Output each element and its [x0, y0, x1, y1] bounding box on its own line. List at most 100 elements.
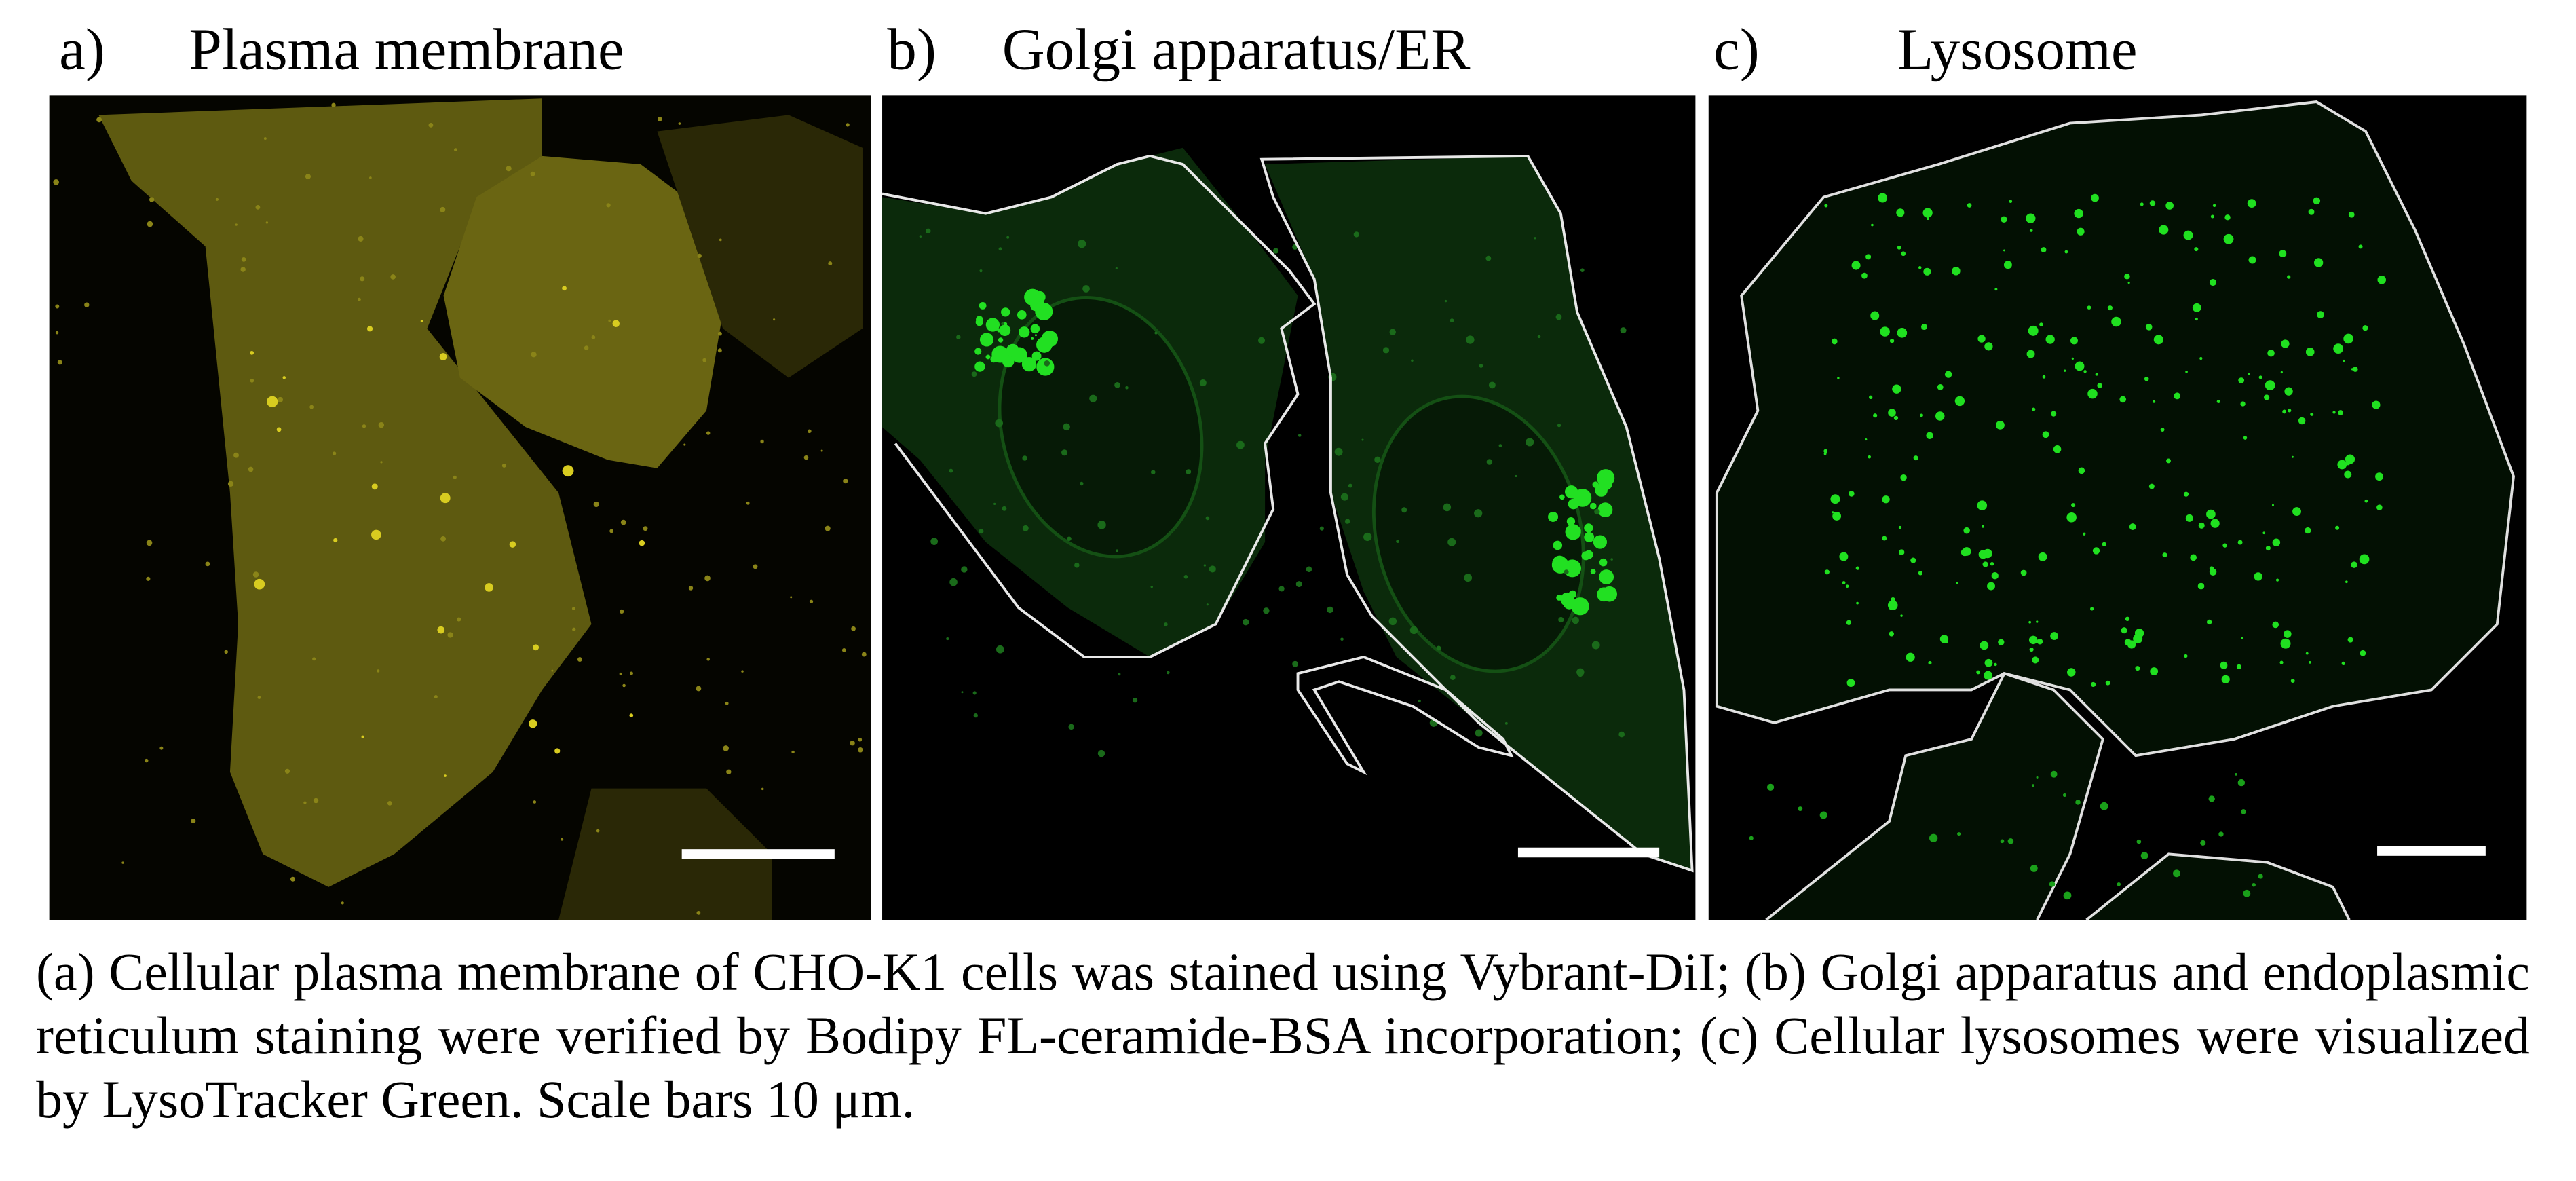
dot	[2153, 335, 2163, 345]
dot	[440, 493, 451, 504]
dot	[2087, 388, 2098, 399]
dot	[2166, 458, 2171, 464]
dot	[2235, 772, 2237, 776]
dot	[974, 361, 985, 372]
dot	[717, 348, 722, 353]
dot	[657, 117, 662, 121]
dot	[2049, 881, 2056, 887]
dot	[2107, 305, 2113, 311]
dot	[1991, 571, 1999, 580]
dot	[509, 541, 516, 548]
dot	[2206, 619, 2212, 625]
dot	[428, 122, 434, 128]
dot	[1963, 527, 1970, 534]
dot	[2375, 472, 2384, 481]
dot	[1199, 379, 1207, 387]
dot	[1061, 449, 1068, 456]
dot	[1873, 413, 1878, 418]
scale-bar	[2377, 846, 2486, 856]
dot	[1898, 549, 1905, 555]
dot	[1928, 661, 1932, 665]
dot	[2337, 460, 2347, 470]
dot	[608, 319, 611, 322]
dot	[2237, 779, 2246, 787]
dot	[205, 561, 210, 567]
dot	[1150, 470, 1156, 474]
dot	[2372, 400, 2381, 409]
dot	[1319, 526, 1324, 531]
dot	[683, 443, 686, 446]
dot	[55, 331, 59, 335]
dot	[366, 326, 373, 332]
dot	[1851, 261, 1861, 270]
dot	[976, 316, 983, 323]
dot	[2075, 800, 2081, 805]
cell	[98, 98, 592, 887]
dot	[1183, 575, 1188, 579]
dot	[2144, 376, 2149, 381]
dot	[2038, 552, 2047, 561]
dot	[1036, 337, 1053, 353]
dot	[2258, 874, 2263, 879]
dot	[191, 819, 196, 824]
dot	[2140, 202, 2144, 206]
dot	[746, 501, 750, 505]
panel-a: a) Plasma membrane	[49, 16, 871, 920]
dot	[1044, 360, 1050, 367]
dot	[358, 236, 364, 242]
dot	[2119, 396, 2127, 403]
dot	[267, 396, 278, 407]
dot	[2262, 531, 2266, 535]
dot	[1882, 495, 1890, 504]
dot	[2265, 546, 2271, 551]
dot	[2265, 380, 2275, 391]
dot	[1340, 637, 1344, 641]
dot	[358, 297, 361, 301]
dot	[1030, 324, 1040, 334]
dot	[1115, 267, 1118, 269]
dot	[2090, 607, 2094, 611]
dot	[2001, 216, 2007, 223]
dot	[704, 575, 711, 582]
dot	[2209, 278, 2217, 286]
dot	[998, 247, 1002, 251]
dot	[1572, 616, 1579, 624]
dot	[1984, 342, 1993, 351]
dot	[949, 468, 953, 473]
dot	[1475, 729, 1483, 737]
dot	[2241, 809, 2246, 814]
dot	[2090, 681, 2096, 688]
dot	[791, 750, 795, 754]
dot	[444, 774, 447, 777]
dot	[2198, 522, 2205, 529]
dot	[55, 304, 60, 309]
dot	[979, 302, 987, 310]
dot	[360, 276, 365, 282]
panel-label: a)	[59, 16, 105, 82]
dot	[2066, 512, 2077, 523]
dot	[1944, 371, 1952, 378]
dot	[2162, 552, 2167, 558]
dot	[1846, 620, 1852, 625]
dot	[2026, 213, 2036, 223]
dot	[284, 768, 290, 774]
dot	[1080, 481, 1084, 486]
dot	[2279, 660, 2284, 664]
dot	[996, 645, 1004, 654]
dot	[2160, 428, 2165, 432]
dot	[528, 719, 537, 728]
dot	[1920, 413, 1923, 417]
dot	[591, 335, 596, 339]
dot	[1034, 334, 1037, 337]
dot	[620, 519, 626, 525]
dot	[809, 599, 814, 603]
dot	[1272, 248, 1279, 254]
dot	[551, 669, 554, 672]
dot	[2092, 547, 2100, 555]
dot	[1599, 558, 1608, 567]
dot	[378, 421, 385, 428]
dot	[1906, 652, 1915, 662]
dot	[843, 479, 848, 484]
dot	[1563, 597, 1576, 610]
dot	[1984, 658, 1993, 667]
